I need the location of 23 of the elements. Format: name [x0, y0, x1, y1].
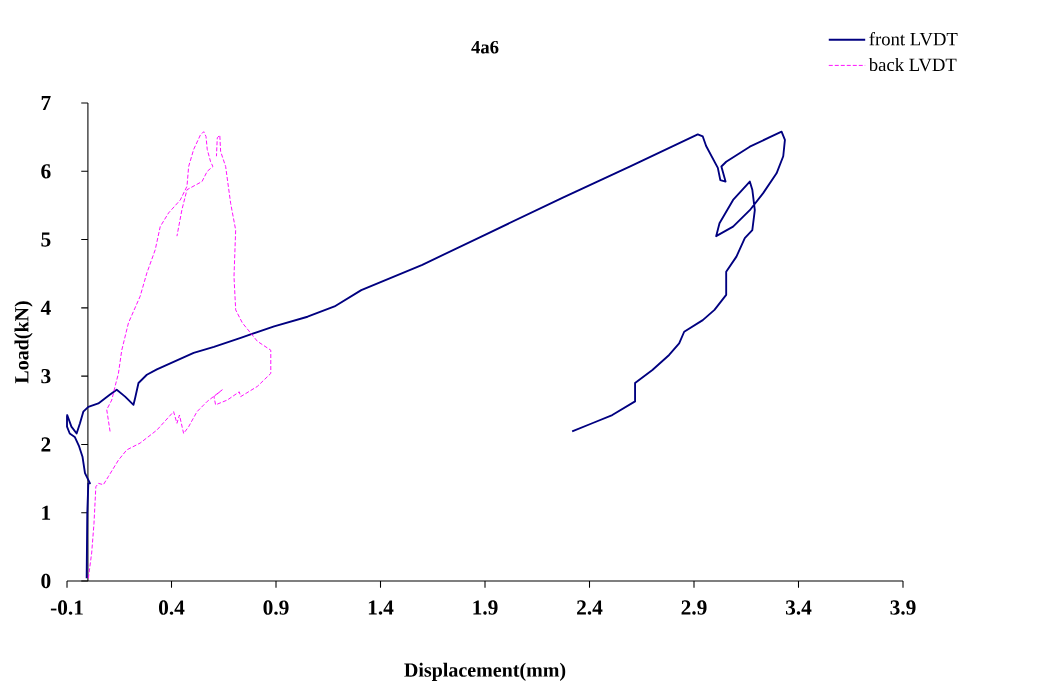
y-tick-label: 1	[42, 505, 51, 520]
y-tick-label: 5	[41, 232, 51, 247]
y-axis-title: Load(kN)	[14, 301, 33, 384]
chart-title: 4a6	[471, 40, 499, 54]
x-tick-label: 1.9	[473, 600, 498, 615]
y-tick-label: 6	[41, 164, 51, 179]
x-axis-title: Displacement(mm)	[404, 662, 566, 681]
x-tick-label: 1.4	[368, 600, 394, 615]
y-tick-label: 7	[41, 96, 51, 110]
x-tick-label: 0.4	[158, 600, 185, 615]
y-tick-label: 3	[41, 368, 51, 384]
x-tick-label: 3.9	[890, 600, 916, 615]
x-tick-label: 0.9	[263, 600, 289, 615]
y-tick-label: 2	[41, 437, 51, 452]
line-series	[66, 130, 786, 580]
y-tick-label: 4	[40, 300, 51, 315]
legend-label: front LVDT	[869, 32, 958, 46]
x-tick-label: 2.9	[681, 600, 707, 615]
x-tick-label: -0.1	[50, 600, 83, 615]
x-tick-label: 3.4	[785, 600, 812, 615]
legend-label: back LVDT	[868, 57, 957, 72]
y-tick-label: 0	[41, 573, 51, 589]
x-tick-label: 2.4	[577, 600, 603, 615]
